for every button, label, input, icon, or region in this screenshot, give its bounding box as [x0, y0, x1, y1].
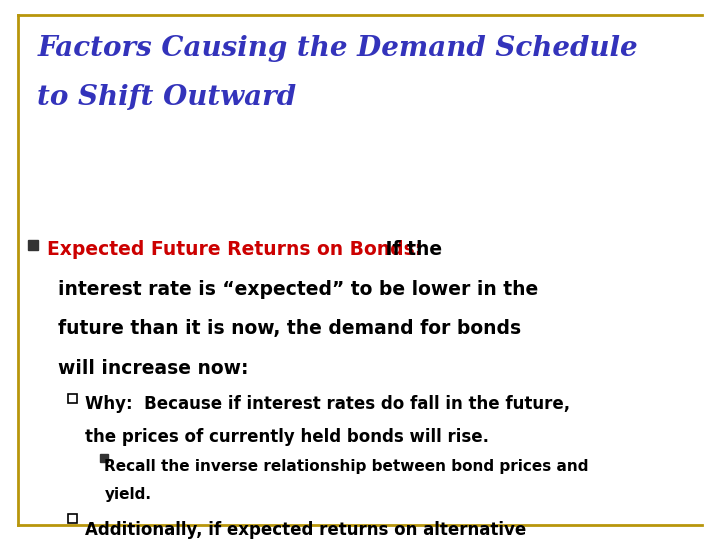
Text: will increase now:: will increase now: — [58, 359, 248, 377]
Text: the prices of currently held bonds will rise.: the prices of currently held bonds will … — [85, 428, 489, 445]
Text: Recall the inverse relationship between bond prices and: Recall the inverse relationship between … — [104, 459, 589, 474]
Bar — [100, 454, 108, 462]
Text: future than it is now, the demand for bonds: future than it is now, the demand for bo… — [58, 319, 521, 338]
Text: If the: If the — [379, 240, 443, 259]
Bar — [28, 240, 38, 250]
Text: to Shift Outward: to Shift Outward — [37, 84, 297, 111]
Bar — [68, 394, 77, 403]
Text: yield.: yield. — [104, 487, 151, 502]
Text: Additionally, if expected returns on alternative: Additionally, if expected returns on alt… — [85, 521, 526, 538]
Text: Expected Future Returns on Bonds:: Expected Future Returns on Bonds: — [47, 240, 422, 259]
Text: interest rate is “expected” to be lower in the: interest rate is “expected” to be lower … — [58, 280, 538, 299]
Bar — [68, 514, 77, 523]
Text: Why:  Because if interest rates do fall in the future,: Why: Because if interest rates do fall i… — [85, 395, 570, 413]
Text: Factors Causing the Demand Schedule: Factors Causing the Demand Schedule — [37, 35, 638, 62]
